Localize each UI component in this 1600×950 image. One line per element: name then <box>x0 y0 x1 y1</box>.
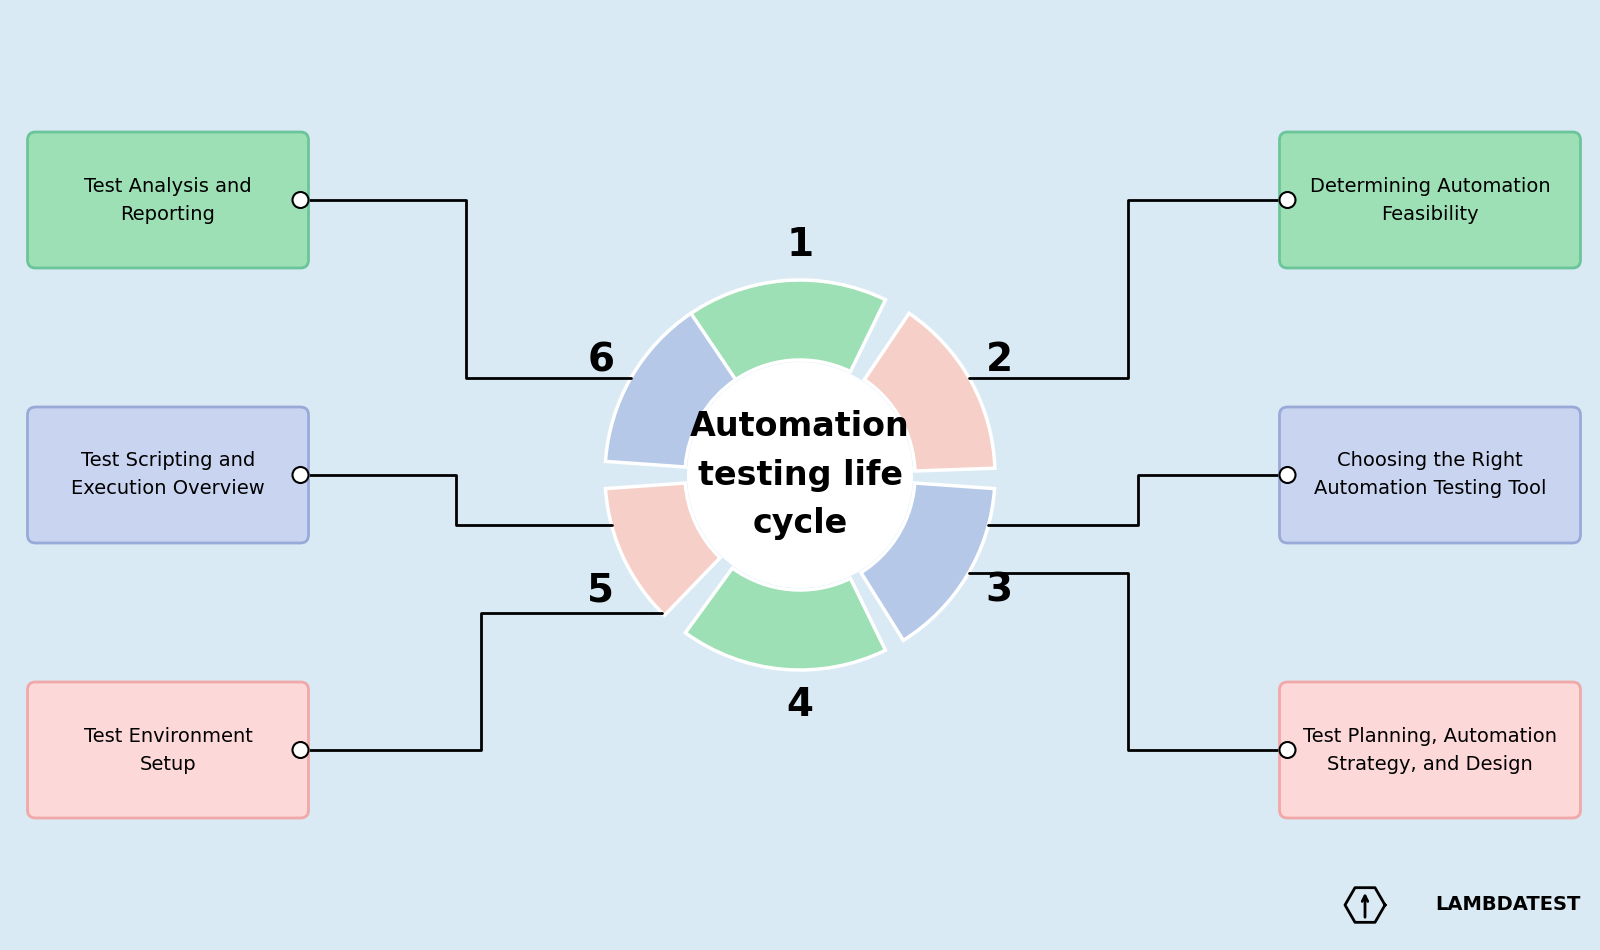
Text: LAMBDATEST: LAMBDATEST <box>1435 896 1581 915</box>
Text: Test Environment
Setup: Test Environment Setup <box>83 727 253 773</box>
Text: Determining Automation
Feasibility: Determining Automation Feasibility <box>1310 177 1550 223</box>
Text: Test Analysis and
Reporting: Test Analysis and Reporting <box>85 177 251 223</box>
Circle shape <box>293 742 309 758</box>
Wedge shape <box>605 483 720 616</box>
FancyBboxPatch shape <box>27 682 309 818</box>
Wedge shape <box>605 314 736 467</box>
FancyBboxPatch shape <box>27 132 309 268</box>
Text: 3: 3 <box>986 571 1013 609</box>
Circle shape <box>686 362 914 588</box>
Circle shape <box>293 467 309 483</box>
Text: Test Planning, Automation
Strategy, and Design: Test Planning, Automation Strategy, and … <box>1302 727 1557 773</box>
Text: Test Scripting and
Execution Overview: Test Scripting and Execution Overview <box>70 451 266 499</box>
Wedge shape <box>861 483 995 640</box>
Wedge shape <box>685 568 885 670</box>
Wedge shape <box>685 280 885 382</box>
Text: 1: 1 <box>787 226 813 264</box>
Circle shape <box>293 192 309 208</box>
Text: Choosing the Right
Automation Testing Tool: Choosing the Right Automation Testing To… <box>1314 451 1546 499</box>
Circle shape <box>1280 742 1296 758</box>
FancyBboxPatch shape <box>1280 407 1581 543</box>
Circle shape <box>1280 467 1296 483</box>
Text: 5: 5 <box>587 571 614 609</box>
FancyBboxPatch shape <box>1280 132 1581 268</box>
FancyBboxPatch shape <box>27 407 309 543</box>
Text: 2: 2 <box>986 341 1013 379</box>
Circle shape <box>1280 192 1296 208</box>
Text: 4: 4 <box>787 686 813 724</box>
FancyBboxPatch shape <box>1280 682 1581 818</box>
Text: Automation
testing life
cycle: Automation testing life cycle <box>690 409 910 541</box>
Text: 6: 6 <box>587 341 614 379</box>
Wedge shape <box>864 314 995 471</box>
